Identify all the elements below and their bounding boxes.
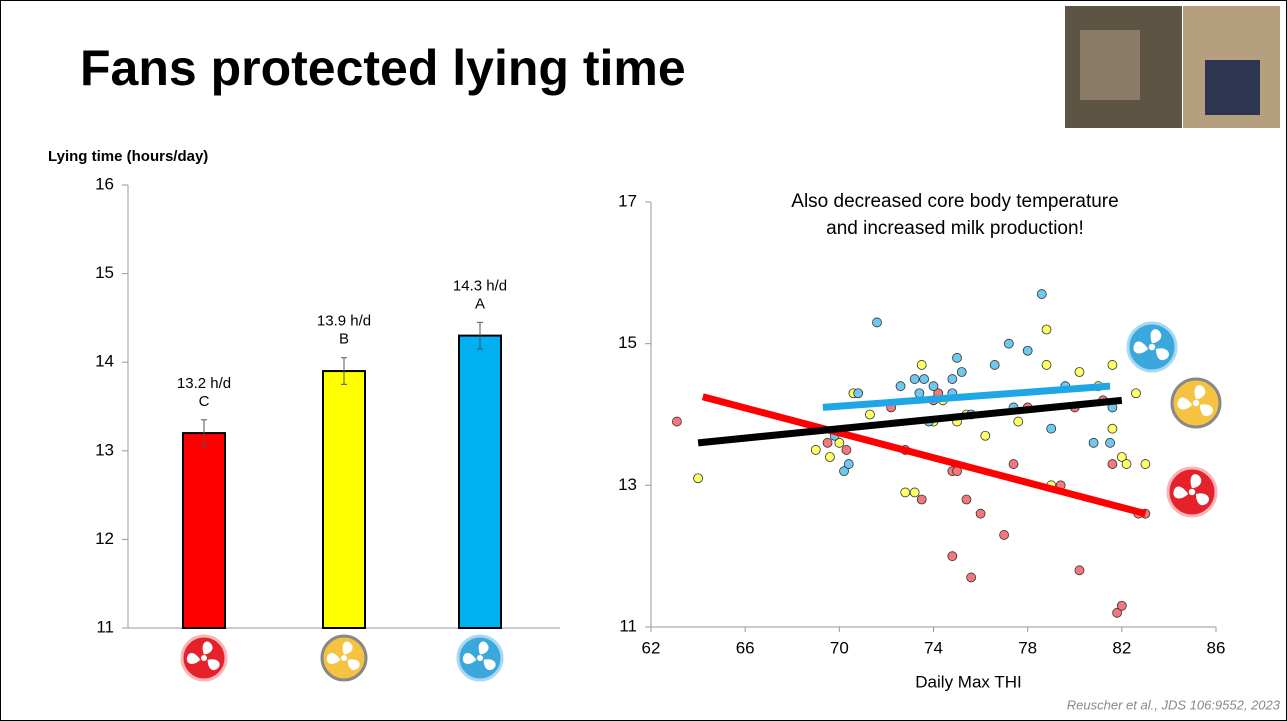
point [900,487,911,498]
bar [458,334,502,629]
point [843,459,854,469]
y-tick-label: 11 [96,617,114,636]
point [1131,388,1141,399]
x-tick-label: 66 [736,638,755,657]
y-tick-label: 11 [619,616,637,635]
point [980,430,991,441]
x-tick-label: 82 [1112,638,1131,657]
point [1008,459,1019,469]
point [872,317,882,328]
y-tick-label: 12 [95,529,114,548]
point [1074,367,1085,377]
point [853,388,864,399]
point [865,409,875,420]
point [947,374,958,384]
point [1046,423,1057,434]
letter-label: B [339,331,349,348]
x-tick-label: 62 [642,638,661,657]
value-label: 14.3 h/d [453,277,507,294]
y-tick-label: 13 [95,440,114,459]
value-label: 13.2 h/d [177,375,231,392]
point [916,360,927,370]
point [839,466,849,477]
point [1105,437,1115,448]
point [952,352,962,363]
point [1140,459,1151,469]
y-axis-label: Lying time (hours/day) [48,148,208,165]
value-label: 13.9 h/d [317,313,371,330]
point [914,388,925,399]
point [1116,452,1127,462]
point [825,452,835,462]
citation: Reuscher et al., JDS 106:9552, 2023 [1067,697,1281,712]
trend-line [822,382,1111,411]
point [1074,565,1085,576]
point [1013,416,1024,427]
x-tick-label: 78 [1018,638,1037,657]
point [693,473,703,484]
y-tick-label: 13 [618,475,637,494]
point [1107,360,1118,370]
y-tick-label: 16 [95,174,114,193]
fan-icon [1126,321,1178,373]
letter-label: C [199,393,210,410]
point [989,360,1000,370]
point [822,437,833,448]
fan-icon [320,634,368,682]
point [1036,289,1047,299]
y-tick-label: 14 [95,352,114,371]
x-tick-label: 74 [924,638,943,657]
point [919,374,929,384]
fan-icon [1170,377,1222,429]
x-tick-label: 70 [830,638,849,657]
point [1121,459,1132,469]
point [961,494,972,505]
bar [322,370,366,629]
point [810,445,821,455]
point [1088,437,1099,448]
photo [1065,6,1280,128]
point [928,381,939,392]
x-tick-label: 86 [1207,638,1226,657]
point [1107,423,1118,434]
bar [182,432,226,629]
y-tick-label: 15 [618,333,637,352]
annotation: and increased milk production! [826,218,1084,239]
point [966,572,977,583]
point [671,416,682,427]
point [909,374,920,384]
point [975,508,986,519]
slide-title: Fans protected lying time [80,40,686,96]
y-tick-label: 17 [618,191,637,210]
point [895,381,906,392]
point [947,551,958,562]
letter-label: A [475,295,485,312]
fan-icon [1166,466,1218,518]
fan-icon [456,634,504,682]
trend-line [697,396,1123,447]
point [841,445,852,455]
annotation: Also decreased core body temperature [791,191,1118,212]
fan-icon [180,634,228,682]
point [916,494,927,505]
point [1022,345,1033,356]
point [834,437,845,448]
point [909,487,920,498]
point [956,367,967,377]
point [1003,338,1014,349]
trend-line [701,393,1147,518]
x-axis-label: Daily Max THI [915,672,1021,691]
point [1041,324,1052,335]
y-tick-label: 15 [95,263,114,282]
point [1112,607,1123,618]
point [999,530,1010,540]
point [1107,459,1118,469]
point [1116,600,1127,611]
point [1041,360,1052,370]
